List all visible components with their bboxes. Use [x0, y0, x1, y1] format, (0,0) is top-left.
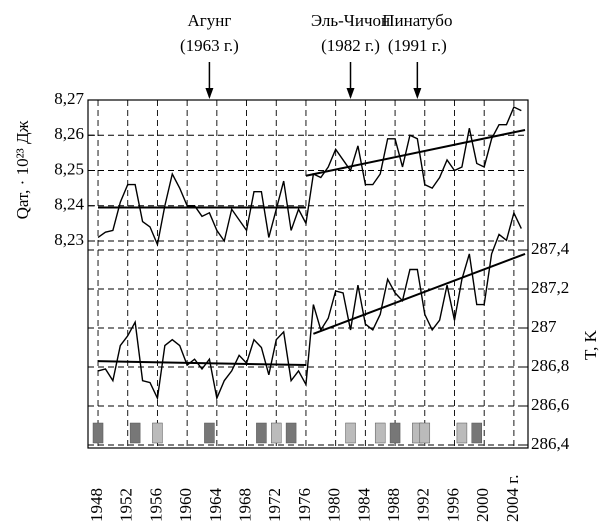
y-tick-label: 8,24	[54, 195, 84, 214]
event-box	[471, 422, 483, 444]
y-tick-label: 8,23	[54, 230, 84, 249]
x-tick-label: 1968	[235, 488, 254, 522]
x-tick-label: 1952	[117, 488, 136, 522]
event-box	[204, 422, 215, 444]
event-box	[374, 422, 386, 444]
y2-tick-label: 287,4	[531, 239, 570, 258]
event-box	[285, 422, 297, 444]
y2-tick-label: 287	[531, 317, 557, 336]
data-line	[97, 106, 522, 247]
annotation-arrowhead	[346, 88, 355, 99]
event-box	[92, 422, 104, 444]
event-box	[271, 422, 282, 444]
annotation-name: Пинатубо	[382, 11, 452, 30]
annotation-name: Агунг	[188, 11, 232, 30]
annotation-arrowhead	[413, 88, 422, 99]
x-tick-label: 1984	[354, 488, 373, 523]
x-tick-label: 1992	[414, 488, 433, 522]
y2-axis-label: T, K	[581, 329, 600, 360]
x-tick-label: 1980	[325, 488, 344, 522]
trend-line	[98, 360, 306, 367]
x-tick-label: 2004 г.	[503, 474, 522, 522]
y2-tick-label: 286,4	[531, 434, 570, 453]
x-tick-label: 1976	[295, 488, 314, 522]
y-tick-label: 8,27	[54, 89, 84, 108]
annotation-name: Эль-Чичон	[311, 11, 390, 30]
event-box	[152, 422, 163, 444]
annotation-label: (1991 г.)	[388, 36, 447, 55]
event-box	[345, 422, 356, 444]
event-box	[389, 422, 401, 444]
annotation-label: (1982 г.)	[321, 36, 380, 55]
x-tick-label: 1996	[443, 488, 462, 522]
y-axis-label: Qат, · 10²³ Дж	[13, 120, 32, 219]
event-box	[256, 422, 267, 444]
annotation-arrowhead	[205, 88, 214, 99]
x-tick-label: 1964	[206, 488, 225, 523]
x-tick-label: 1972	[265, 488, 284, 522]
y2-tick-label: 287,2	[531, 278, 569, 297]
annotation-label: (1963 г.)	[180, 36, 239, 55]
x-tick-label: 2000	[473, 488, 492, 522]
event-box	[456, 422, 468, 444]
data-line	[97, 210, 522, 401]
x-tick-label: 1948	[87, 488, 106, 522]
x-tick-label: 1960	[176, 488, 195, 522]
event-box	[419, 422, 431, 444]
trend-line	[313, 252, 526, 335]
plot-frame	[87, 99, 529, 449]
y2-tick-label: 286,6	[531, 395, 569, 414]
y2-tick-label: 286,8	[531, 356, 569, 375]
x-tick-label: 1988	[384, 488, 403, 522]
y-tick-label: 8,25	[54, 159, 84, 178]
event-box	[129, 422, 141, 444]
trend-line	[305, 128, 526, 177]
y-tick-label: 8,26	[54, 124, 84, 143]
x-tick-label: 1956	[146, 488, 165, 522]
